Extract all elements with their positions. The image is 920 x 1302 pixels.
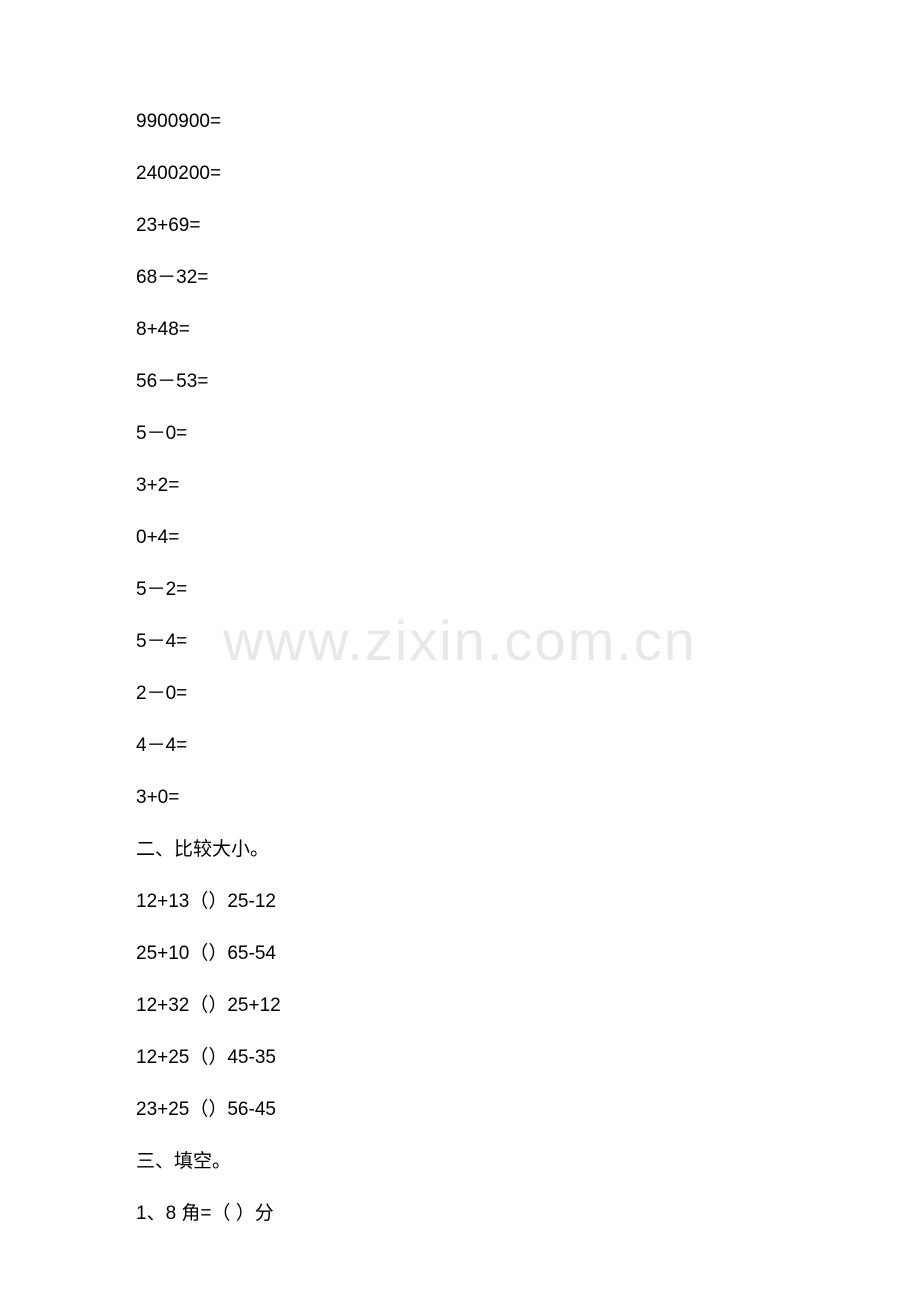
math-equation: 0+4=: [136, 528, 784, 547]
math-equation: 3+2=: [136, 476, 784, 495]
comparison-problem: 23+25（）56-45: [136, 1100, 784, 1119]
comparison-problem: 12+32（）25+12: [136, 996, 784, 1015]
section-heading: 二、比较大小。: [136, 840, 784, 859]
fill-blank-problem: 1、8 角=（ ）分: [136, 1204, 784, 1223]
math-equation: 5－2=: [136, 580, 784, 599]
comparison-problem: 12+13（）25-12: [136, 892, 784, 911]
math-equation: 23+69=: [136, 216, 784, 235]
math-equation: 2400200=: [136, 164, 784, 183]
math-equation: 5－0=: [136, 424, 784, 443]
comparison-problem: 12+25（）45-35: [136, 1048, 784, 1067]
math-equation: 2－0=: [136, 684, 784, 703]
math-equation: 5－4=: [136, 632, 784, 651]
comparison-problem: 25+10（）65-54: [136, 944, 784, 963]
math-equation: 3+0=: [136, 788, 784, 807]
section-heading: 三、填空。: [136, 1152, 784, 1171]
math-equation: 4－4=: [136, 736, 784, 755]
math-equation: 9900900=: [136, 112, 784, 131]
math-equation: 8+48=: [136, 320, 784, 339]
math-equation: 68－32=: [136, 268, 784, 287]
math-equation: 56－53=: [136, 372, 784, 391]
